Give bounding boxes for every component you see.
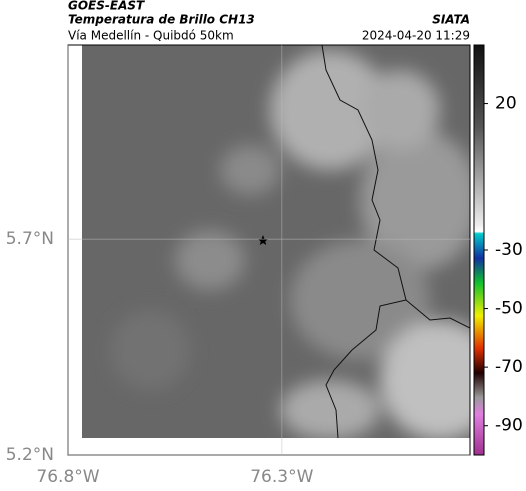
colorbar-tick-label: -50 (495, 299, 523, 319)
region: Vía Medellín - Quibdó 50km (68, 29, 234, 43)
colorbar-tick-label: -90 (495, 416, 523, 436)
datetime: 2024-04-20 11:29 (362, 29, 470, 43)
y-tick-label: 5.2°N (6, 445, 54, 465)
x-tick-label: 76.3°W (250, 467, 313, 487)
y-tick-label: 5.7°N (6, 229, 54, 249)
location-marker (258, 235, 268, 245)
colorbar-tick-label: -70 (495, 357, 523, 377)
colorbar-tick-label: 20 (495, 94, 517, 114)
product: Temperatura de Brillo CH13 (68, 13, 255, 27)
source: SIATA (432, 13, 470, 27)
satellite: GOES-EAST (68, 0, 145, 13)
x-tick-label: 76.8°W (36, 467, 99, 487)
colorbar (473, 44, 485, 456)
colorbar-tick-label: -30 (495, 240, 523, 260)
satellite-image (82, 45, 470, 438)
